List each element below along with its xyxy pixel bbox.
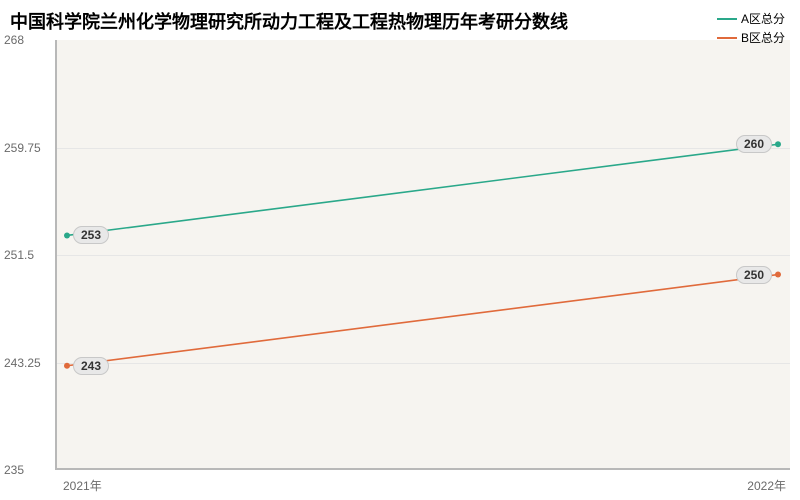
- legend-label: A区总分: [741, 10, 785, 27]
- legend-swatch-icon: [717, 37, 737, 39]
- x-axis-label: 2022年: [747, 477, 786, 494]
- plot-area: 253260243250: [55, 40, 790, 470]
- data-point: [64, 363, 70, 369]
- legend-item: A区总分: [717, 10, 785, 27]
- series-line: [67, 275, 778, 366]
- y-axis-label: 268: [4, 33, 24, 47]
- legend-swatch-icon: [717, 18, 737, 20]
- score-line-chart: 中国科学院兰州化学物理研究所动力工程及工程热物理历年考研分数线 25326024…: [0, 0, 800, 500]
- y-axis-label: 259.75: [4, 141, 41, 155]
- data-point: [64, 232, 70, 238]
- data-point: [775, 141, 781, 147]
- legend-item: B区总分: [717, 29, 785, 46]
- lines-layer: [55, 40, 790, 470]
- legend-label: B区总分: [741, 29, 785, 46]
- x-axis-label: 2021年: [63, 477, 102, 494]
- y-axis-label: 243.25: [4, 356, 41, 370]
- data-point: [775, 272, 781, 278]
- y-axis-label: 251.5: [4, 248, 34, 262]
- chart-title: 中国科学院兰州化学物理研究所动力工程及工程热物理历年考研分数线: [10, 8, 568, 34]
- y-axis-label: 235: [4, 463, 24, 477]
- legend: A区总分 B区总分: [717, 10, 785, 48]
- series-line: [67, 144, 778, 235]
